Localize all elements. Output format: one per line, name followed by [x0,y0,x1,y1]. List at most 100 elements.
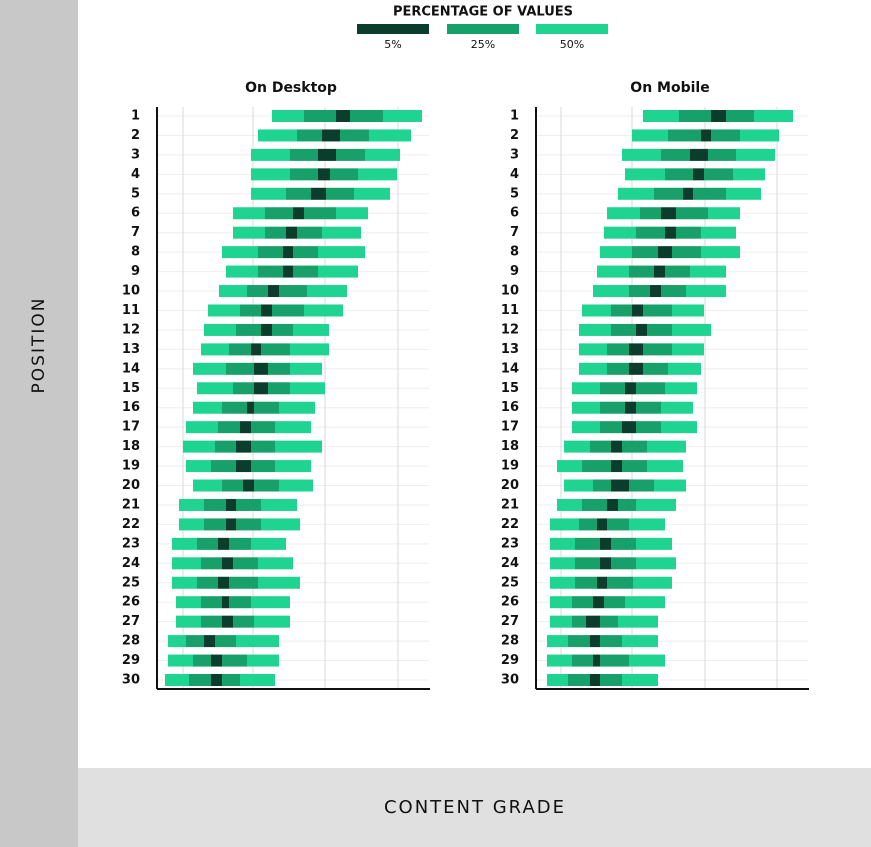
range-segment [625,168,665,181]
range-segment [661,148,690,161]
range-segment [197,382,233,395]
y-tick-label: 5 [510,186,519,201]
range-segment [636,557,676,570]
range-segment [251,421,275,434]
range-segment [172,557,201,570]
range-segment [607,343,629,356]
y-tick-label: 9 [510,264,519,279]
y-tick-label: 20 [122,478,140,493]
range-segment [172,576,197,589]
y-tick-label: 13 [501,342,519,357]
range-segment [690,265,726,278]
range-segment [201,343,229,356]
legend-swatch [447,24,519,34]
range-segment [215,635,236,648]
range-segment [222,615,233,628]
range-segment [668,129,701,142]
range-segment [636,226,665,239]
y-tick-label: 30 [501,673,519,688]
range-segment [240,304,261,317]
range-segment [654,265,665,278]
range-segment [222,246,258,259]
range-segment [201,615,222,628]
range-segment [236,635,279,648]
range-segment [226,498,236,511]
range-segment [704,168,733,181]
range-segment [604,226,636,239]
range-segment [311,187,326,200]
range-segment [247,654,279,667]
y-tick-label: 23 [501,536,519,551]
y-tick-label: 6 [131,206,140,221]
range-segment [307,285,347,298]
y-tick-label: 30 [122,673,140,688]
y-tick-label: 7 [131,225,140,240]
range-segment [286,187,311,200]
range-segment [322,226,361,239]
range-segment [304,207,336,220]
y-tick-label: 19 [501,459,519,474]
x-label-band [78,768,871,847]
range-segment [201,557,222,570]
range-segment [557,498,582,511]
range-segment [607,518,629,531]
y-tick-label: 10 [501,284,519,299]
legend-swatch [357,24,429,34]
range-segment [636,323,647,336]
range-segment [579,343,607,356]
y-tick-label: 22 [501,517,519,532]
y-tick-label: 2 [510,128,519,143]
range-segment [261,304,272,317]
range-segment [575,557,600,570]
range-segment [647,460,683,473]
y-tick-label: 16 [501,400,519,415]
range-segment [754,110,793,122]
range-segment [251,596,290,609]
range-segment [254,401,279,414]
range-segment [318,246,365,259]
range-segment [233,226,265,239]
range-segment [261,518,300,531]
range-segment [622,440,647,453]
range-segment [550,576,575,589]
y-tick-label: 29 [122,653,140,668]
range-segment [193,654,211,667]
range-segment [572,382,600,395]
range-segment [222,596,229,609]
range-segment [611,323,636,336]
range-segment [643,343,672,356]
range-segment [629,518,665,531]
range-segment [607,362,629,375]
range-segment [251,343,261,356]
y-tick-label: 4 [131,167,140,182]
range-segment [233,382,254,395]
range-segment [643,304,672,317]
range-segment [629,479,654,492]
range-segment [236,323,261,336]
range-segment [183,440,215,453]
range-segment [582,498,607,511]
range-segment [632,246,658,259]
range-segment [218,421,240,434]
range-segment [279,401,315,414]
range-segment [593,479,611,492]
range-segment [550,537,575,550]
range-segment [636,401,661,414]
range-segment [640,207,661,220]
range-segment [179,498,204,511]
y-tick-label: 8 [131,245,140,260]
y-tick-label: 26 [122,595,140,610]
range-segment [297,226,322,239]
y-tick-label: 8 [510,245,519,260]
range-segment [236,518,261,531]
range-segment [693,187,726,200]
range-segment [218,576,229,589]
y-tick-label: 14 [122,361,140,376]
y-tick-label: 24 [122,556,140,571]
range-segment [318,148,336,161]
legend-label: 25% [471,38,495,51]
range-segment [661,401,693,414]
range-segment [304,304,343,317]
range-segment [672,343,704,356]
range-segment [193,362,226,375]
